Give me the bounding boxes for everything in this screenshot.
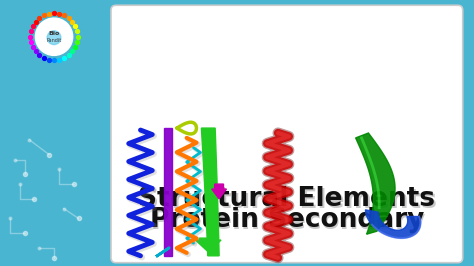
Polygon shape: [201, 128, 219, 256]
Polygon shape: [356, 133, 395, 234]
Polygon shape: [365, 210, 420, 238]
Text: Structural Elements: Structural Elements: [140, 188, 437, 214]
FancyArrow shape: [195, 238, 221, 252]
Circle shape: [36, 18, 73, 55]
FancyBboxPatch shape: [111, 5, 463, 263]
Text: Pandit: Pandit: [46, 38, 62, 43]
Polygon shape: [164, 128, 172, 256]
FancyArrow shape: [212, 184, 227, 199]
Circle shape: [47, 31, 61, 45]
Text: Protein Secondary: Protein Secondary: [151, 209, 426, 235]
Text: Bio: Bio: [48, 31, 60, 36]
Text: Protein Secondary: Protein Secondary: [150, 207, 424, 234]
Text: Structural Elements: Structural Elements: [138, 186, 435, 212]
